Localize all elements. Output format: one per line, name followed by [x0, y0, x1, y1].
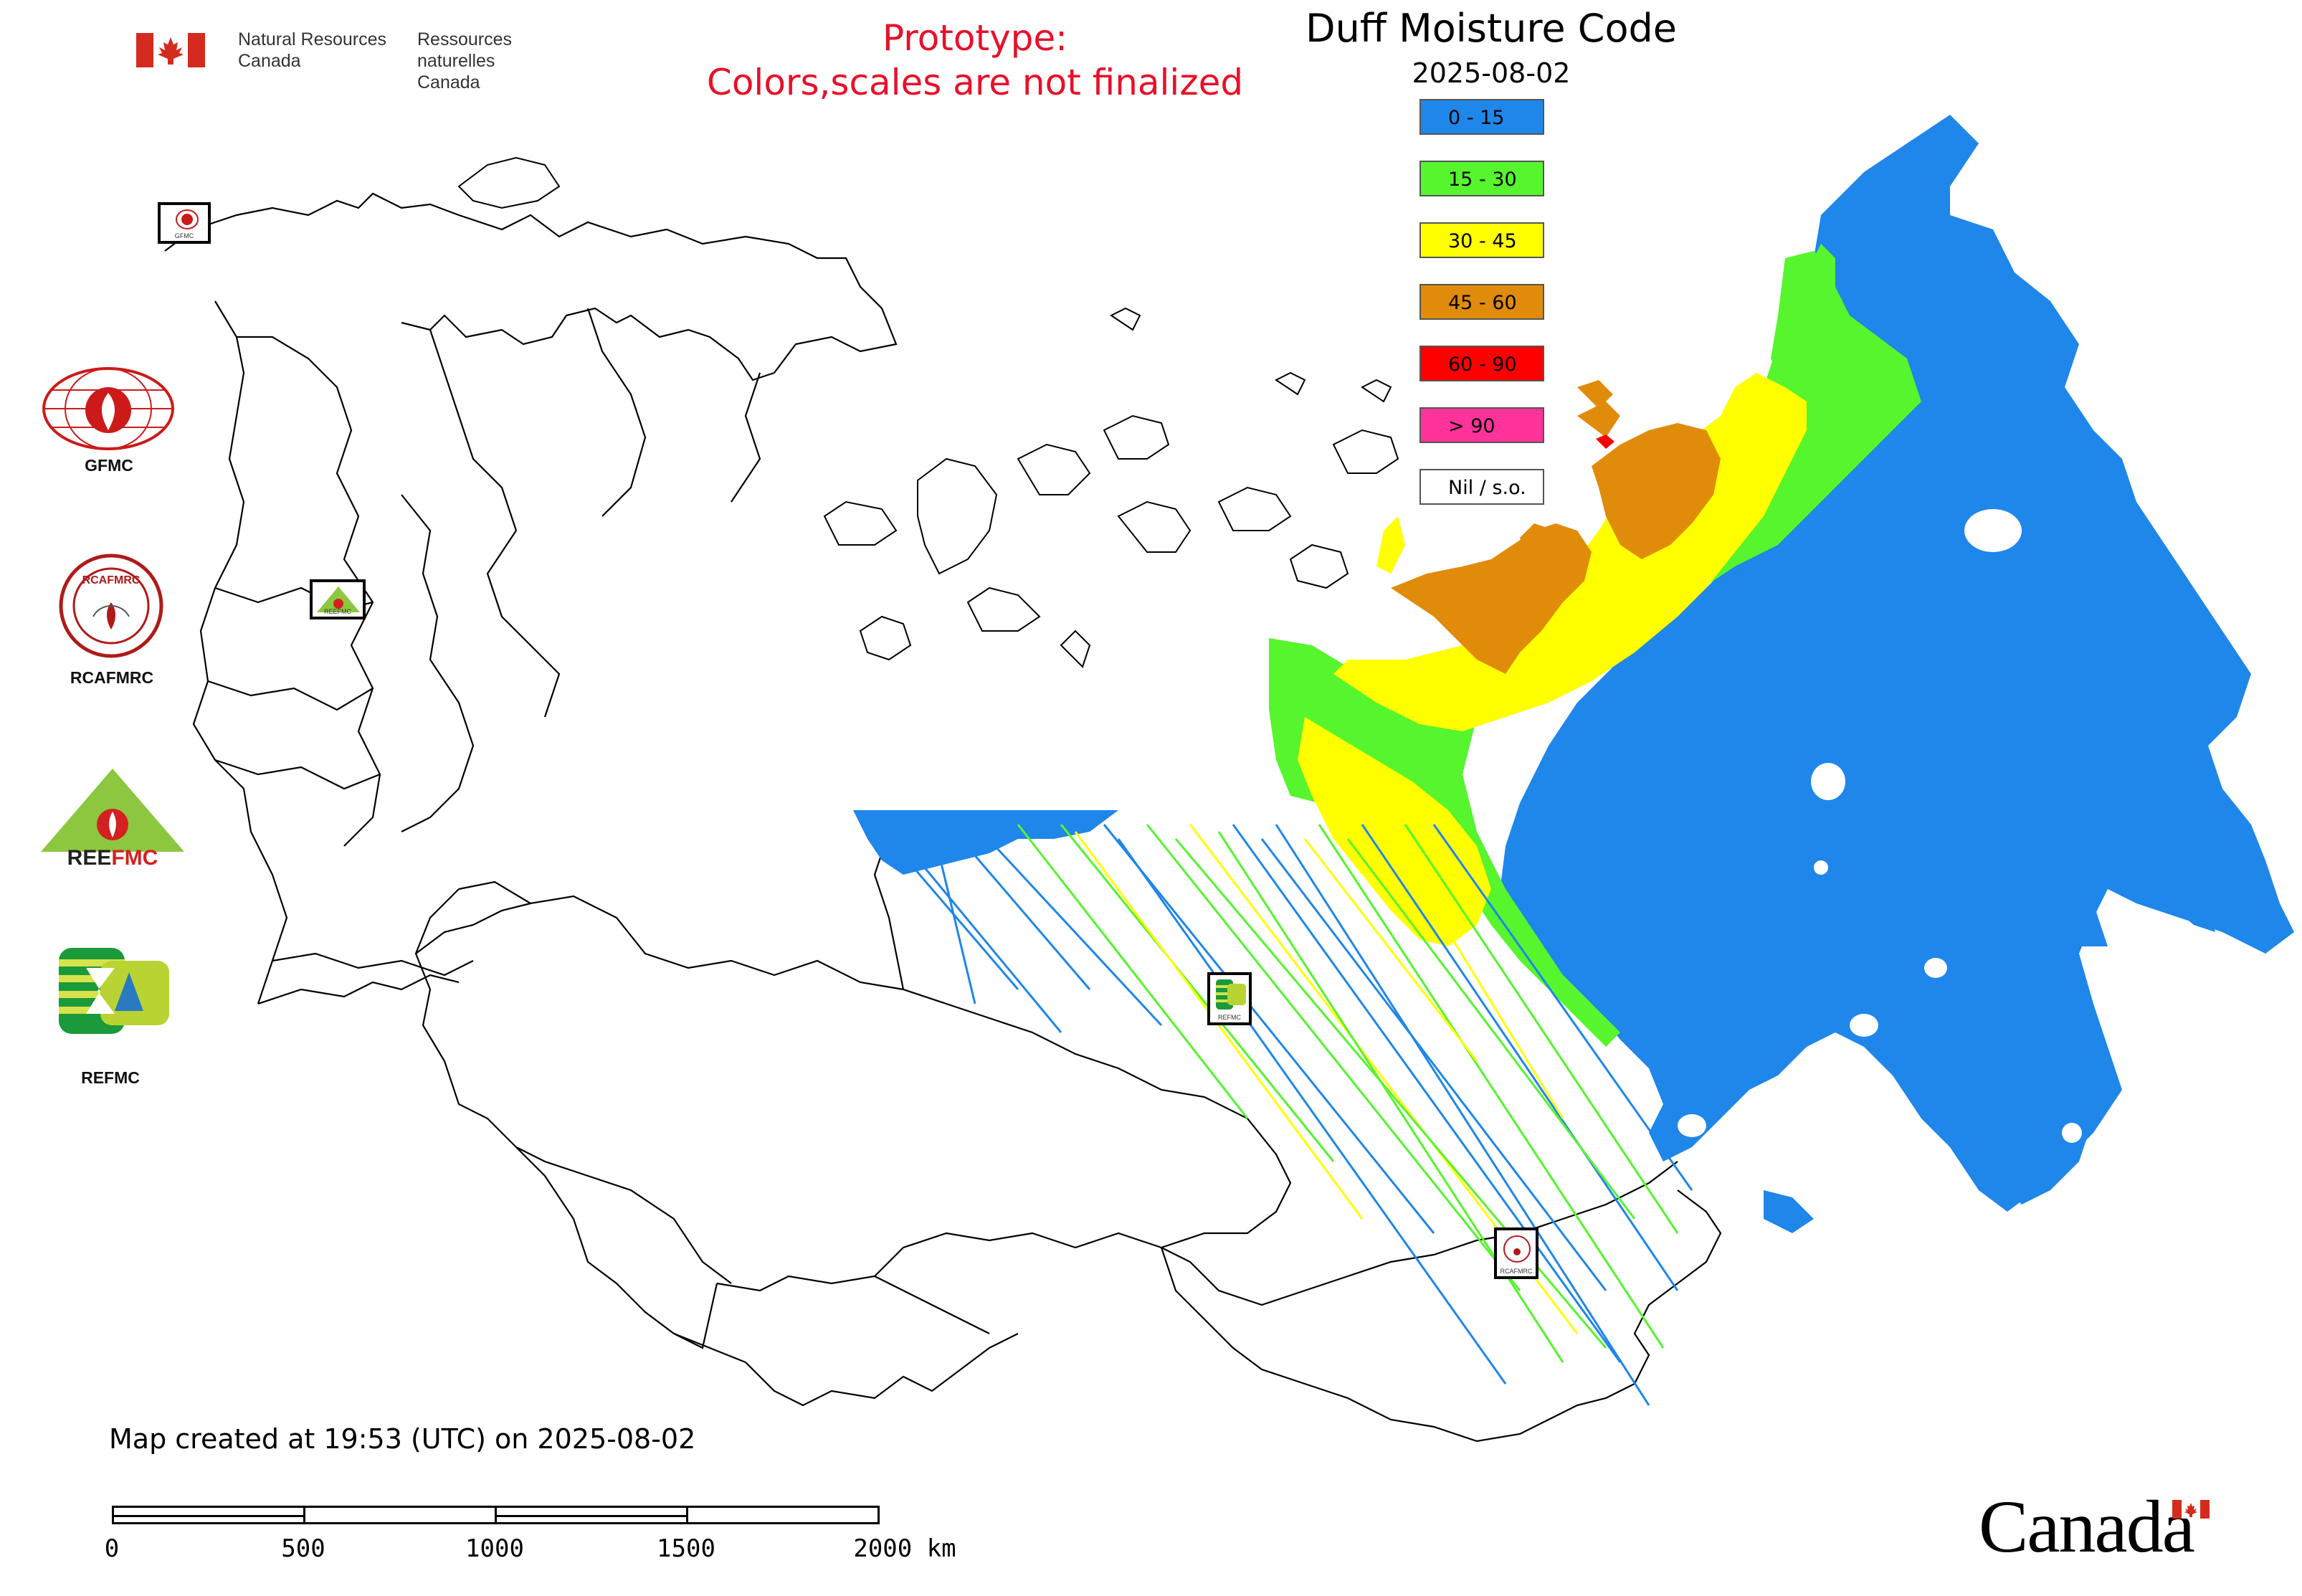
dmc-nil-holes	[1678, 509, 2082, 1143]
reefmc-marker-icon	[317, 586, 360, 612]
agency-rcafmrc: RCAFMRC	[70, 668, 154, 687]
refmc-marker-icon	[1216, 979, 1246, 1010]
prototype-notice-line2: Colors,scales are not finalized	[706, 62, 1244, 103]
canada-flag-icon	[136, 33, 205, 67]
legend-item-nil: Nil / s.o.	[1419, 469, 1544, 505]
department-en-line2: Canada	[238, 51, 301, 71]
dmc-region-red	[1596, 434, 1614, 449]
legend-label: 30 - 45	[1448, 230, 1517, 252]
map-marker-reefmc[interactable]: REEFMC	[310, 579, 366, 619]
legend-label: 15 - 30	[1448, 168, 1517, 191]
marker-label: REFMC	[1218, 1014, 1241, 1021]
prototype-notice-line1: Prototype:	[882, 17, 1068, 59]
svg-text:REEFMC: REEFMC	[67, 846, 158, 868]
canada-wordmark: Canada	[1979, 1486, 2195, 1568]
department-en-line1: Natural Resources	[238, 29, 387, 49]
dmc-region-blue	[1498, 115, 2294, 1212]
map-marker-rcafmrc[interactable]: RCAFMRC	[1494, 1227, 1538, 1279]
dmc-region-orange	[1391, 523, 1592, 674]
marker-label: REEFMC	[324, 608, 351, 615]
marker-label: GFMC	[174, 232, 194, 239]
department-fr-line1: Ressources naturelles	[417, 29, 512, 71]
legend-label: Nil / s.o.	[1448, 477, 1526, 499]
legend-item-60-90: 60 - 90	[1419, 346, 1544, 381]
legend-item-0-15: 0 - 15	[1419, 99, 1544, 135]
refmc-logo-icon	[59, 948, 169, 1034]
scale-label-500: 500	[281, 1534, 325, 1563]
scale-segment	[303, 1506, 497, 1524]
dmc-data-field	[853, 115, 2294, 1406]
gfmc-marker-icon	[176, 209, 199, 229]
legend-label: 0 - 15	[1448, 107, 1505, 129]
agency-gfmc: GFMC	[85, 456, 133, 475]
legend-label: 45 - 60	[1448, 292, 1517, 314]
department-name-fr: Ressources naturelles Canada	[417, 29, 589, 93]
legend-item-30-45: 30 - 45	[1419, 222, 1544, 258]
map-created-note: Map created at 19:53 (UTC) on 2025-08-02	[109, 1423, 696, 1455]
marker-label: RCAFMRC	[1500, 1268, 1533, 1275]
legend-label: 60 - 90	[1448, 353, 1517, 376]
map-date: 2025-08-02	[1412, 57, 1571, 89]
legend-label: > 90	[1448, 415, 1495, 437]
scale-label-1000: 1000	[465, 1534, 524, 1563]
canada-wordmark-flag-icon	[2172, 1500, 2210, 1519]
rcafmrc-marker-icon	[1503, 1235, 1531, 1263]
scale-bar	[112, 1506, 880, 1526]
reefmc-logo-icon: REEFMC	[41, 769, 184, 868]
scale-segment	[686, 1506, 880, 1524]
scale-label-1500: 1500	[657, 1534, 715, 1563]
agency-refmc: REFMC	[81, 1068, 140, 1087]
map-marker-refmc[interactable]: REFMC	[1207, 972, 1252, 1025]
rcafmrc-logo-icon: RCAFMRC	[59, 554, 163, 658]
dmc-projection-artifacts	[888, 823, 1693, 1406]
map-marker-gfmc[interactable]: GFMC	[158, 202, 211, 244]
department-name-en: Natural Resources Canada	[238, 29, 410, 72]
department-fr-line2: Canada	[417, 72, 480, 92]
svg-text:RCAFMRC: RCAFMRC	[82, 574, 141, 586]
scale-segment	[495, 1506, 688, 1524]
gfmc-logo-icon	[42, 367, 174, 450]
legend-item-15-30: 15 - 30	[1419, 161, 1544, 196]
arctic-islands	[457, 156, 1399, 668]
boundary-outlines	[164, 192, 1722, 1443]
scale-segment	[112, 1506, 305, 1524]
scale-label-2000: 2000 km	[853, 1534, 956, 1563]
scale-label-0: 0	[104, 1534, 120, 1563]
legend-item-over-90: > 90	[1419, 407, 1544, 443]
map-title: Duff Moisture Code	[1305, 6, 1677, 51]
prototype-notice: Prototype: Colors,scales are not finaliz…	[645, 16, 1305, 105]
legend-item-45-60: 45 - 60	[1419, 284, 1544, 320]
